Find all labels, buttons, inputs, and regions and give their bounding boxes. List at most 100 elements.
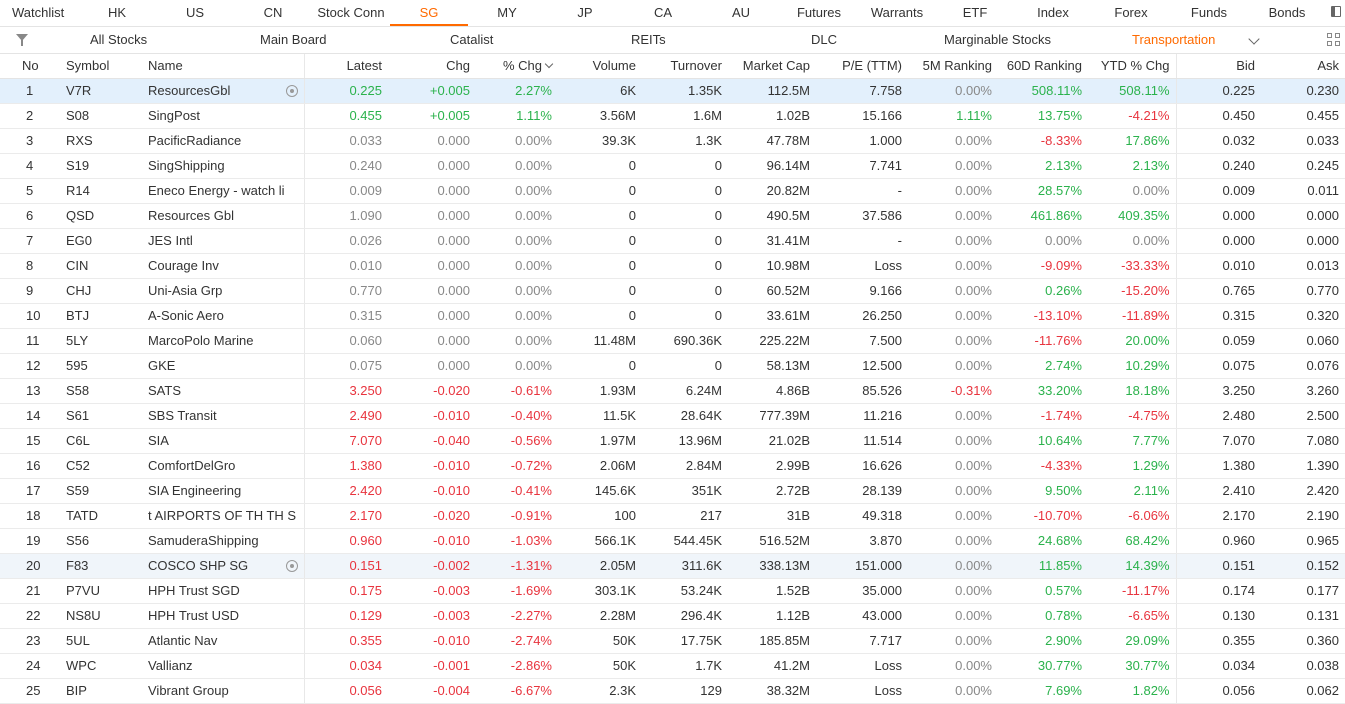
table-row[interactable]: 22 NS8U HPH Trust USD 0.129 -0.003 -2.27% 2.28… (0, 603, 1345, 629)
tab-index[interactable]: Index (1037, 5, 1069, 20)
table-row[interactable]: 19 S56 SamuderaShipping 0.960 -0.010 -1.03% 56… (0, 528, 1345, 554)
table-row[interactable]: 2 S08 SingPost 0.455 +0.005 1.11% 3.56M 1.6M 1.0… (0, 103, 1345, 129)
tab-cn[interactable]: CN (263, 5, 283, 20)
tab-etf[interactable]: ETF (962, 5, 988, 20)
side-panel-icon[interactable] (1331, 6, 1341, 17)
cell-volume: 50K (558, 628, 642, 654)
column-header-symbol[interactable]: Symbol (60, 54, 142, 79)
tab-au[interactable]: AU (731, 5, 751, 20)
table-row[interactable]: 24 WPC Vallianz 0.034 -0.001 -2.86% 50K 1.7K 41.… (0, 653, 1345, 679)
tab-forex[interactable]: Forex (1114, 5, 1148, 20)
table-row[interactable]: 9 CHJ Uni-Asia Grp 0.770 0.000 0.00% 0 0 60.52M 9… (0, 278, 1345, 304)
column-header-bid[interactable]: Bid (1176, 54, 1261, 79)
cell-ytd-change: 508.11% (1088, 78, 1177, 104)
column-header-turnover[interactable]: Turnover (642, 54, 728, 79)
table-row[interactable]: 1 V7R ResourcesGbl 0.225 +0.005 2.27% 6K 1.35K 1… (0, 78, 1345, 104)
table-row[interactable]: 17 S59 SIA Engineering 2.420 -0.010 -0.41% 145… (0, 478, 1345, 504)
filter-catalist[interactable]: Catalist (450, 32, 494, 47)
filter-all-stocks[interactable]: All Stocks (90, 32, 148, 47)
cell-percent-change: -0.56% (476, 428, 558, 454)
table-row[interactable]: 15 C6L SIA 7.070 -0.040 -0.56% 1.97M 13.96M 21.0… (0, 428, 1345, 454)
cell-5m-ranking: 0.00% (908, 353, 998, 379)
column-header-no[interactable]: No (0, 54, 60, 79)
table-row[interactable]: 3 RXS PacificRadiance 0.033 0.000 0.00% 39.3K 1… (0, 128, 1345, 154)
tab-stock-conn[interactable]: Stock Conn (317, 5, 385, 20)
stock-name: Courage Inv (148, 258, 219, 273)
cell-change: -0.001 (388, 653, 476, 679)
filter-marginable-stocks[interactable]: Marginable Stocks (944, 32, 1051, 47)
column-header-60d-ranking[interactable]: 60D Ranking (998, 54, 1088, 79)
tab-us[interactable]: US (185, 5, 205, 20)
cell-turnover: 690.36K (642, 328, 728, 354)
filter-main-board[interactable]: Main Board (260, 32, 327, 47)
grid-layout-icon[interactable] (1327, 33, 1341, 47)
filter-dlc[interactable]: DLC (811, 32, 838, 47)
column-header--chg[interactable]: % Chg (476, 54, 558, 79)
column-header-p-e-ttm-[interactable]: P/E (TTM) (816, 54, 908, 79)
table-row[interactable]: 14 S61 SBS Transit 2.490 -0.010 -0.40% 11.5K 28… (0, 403, 1345, 429)
quote-table: No Symbol Name Latest Chg % Chg Volume Turnover… (0, 54, 1345, 704)
table-row[interactable]: 7 EG0 JES Intl 0.026 0.000 0.00% 0 0 31.41M -0.00… (0, 228, 1345, 254)
table-row[interactable]: 21 P7VU HPH Trust SGD 0.175 -0.003 -1.69% 303.… (0, 578, 1345, 604)
table-row[interactable]: 25 BIP Vibrant Group 0.056 -0.004 -6.67% 2.3K 1… (0, 678, 1345, 704)
cell-5m-ranking: 0.00% (908, 528, 998, 554)
tab-warrants[interactable]: Warrants (870, 5, 924, 20)
column-header-market-cap[interactable]: Market Cap (728, 54, 816, 79)
table-row[interactable]: 8 CIN Courage Inv 0.010 0.000 0.00% 0 0 10.98M Lo… (0, 253, 1345, 279)
column-header-ytd-chg[interactable]: YTD % Chg (1088, 54, 1177, 79)
cell-turnover: 217 (642, 503, 728, 529)
stock-name: JES Intl (148, 233, 193, 248)
filter-transportation[interactable]: Transportation (1132, 32, 1216, 47)
table-row[interactable]: 4 S19 SingShipping 0.240 0.000 0.00% 0 0 96.14M 7… (0, 153, 1345, 179)
tab-jp[interactable]: JP (577, 5, 593, 20)
table-row[interactable]: 18 TATD t AIRPORTS OF TH TH S 2.170 -0.020 -0… (0, 503, 1345, 529)
tab-futures[interactable]: Futures (796, 5, 842, 20)
column-header-label: Bid (1236, 58, 1255, 74)
table-row[interactable]: 6 QSD Resources Gbl 1.090 0.000 0.00% 0 0 490.5M… (0, 203, 1345, 229)
tab-hk[interactable]: HK (107, 5, 127, 20)
cell-volume: 0 (558, 203, 642, 229)
cell-bid-price: 0.240 (1176, 153, 1261, 179)
cell-symbol: S58 (60, 378, 142, 404)
cell-market-cap: 96.14M (728, 153, 816, 179)
column-header-5m-ranking[interactable]: 5M Ranking (908, 54, 998, 79)
tab-funds[interactable]: Funds (1190, 5, 1228, 20)
table-row[interactable]: 23 5UL Atlantic Nav 0.355 -0.010 -2.74% 50K 17.… (0, 628, 1345, 654)
column-header-chg[interactable]: Chg (388, 54, 476, 79)
tab-ca[interactable]: CA (653, 5, 673, 20)
column-header-volume[interactable]: Volume (558, 54, 642, 79)
cell-60d-ranking: 33.20% (998, 378, 1088, 404)
column-header-latest[interactable]: Latest (304, 54, 388, 79)
cell-ytd-change: -15.20% (1088, 278, 1177, 304)
cell-row-number: 3 (0, 128, 60, 154)
tab-bonds[interactable]: Bonds (1268, 5, 1306, 20)
cell-row-number: 10 (0, 303, 60, 329)
table-row[interactable]: 5 R14 Eneco Energy - watch li 0.009 0.000 0.0… (0, 178, 1345, 204)
cell-ytd-change: -6.65% (1088, 603, 1177, 629)
target-icon[interactable] (285, 559, 298, 572)
table-row[interactable]: 13 S58 SATS 3.250 -0.020 -0.61% 1.93M 6.24M 4.86… (0, 378, 1345, 404)
cell-percent-change: -2.27% (476, 603, 558, 629)
cell-60d-ranking: 11.85% (998, 553, 1088, 579)
cell-turnover: 0 (642, 303, 728, 329)
cell-latest-price: 0.960 (304, 528, 388, 554)
table-row[interactable]: 10 BTJ A-Sonic Aero 0.315 0.000 0.00% 0 0 33.61M… (0, 303, 1345, 329)
filter-icon[interactable] (16, 34, 28, 46)
chevron-down-icon[interactable] (1248, 33, 1260, 45)
table-row[interactable]: 16 C52 ComfortDelGro 1.380 -0.010 -0.72% 2.06M… (0, 453, 1345, 479)
table-row[interactable]: 12 595 GKE 0.075 0.000 0.00% 0 0 58.13M 12.500 0.0… (0, 353, 1345, 379)
column-header-name[interactable]: Name (142, 54, 305, 79)
cell-change: -0.003 (388, 578, 476, 604)
target-icon[interactable] (285, 84, 298, 97)
table-row[interactable]: 11 5LY MarcoPolo Marine 0.060 0.000 0.00% 11.4… (0, 328, 1345, 354)
cell-name: SBS Transit (142, 403, 305, 429)
stock-name: SamuderaShipping (148, 533, 259, 548)
table-row[interactable]: 20 F83 COSCO SHP SG 0.151 -0.002 -1.31% 2.05M 3… (0, 553, 1345, 579)
sort-desc-icon[interactable] (544, 60, 554, 69)
tab-sg[interactable]: SG (390, 0, 468, 26)
tab-watchlist[interactable]: Watchlist (12, 5, 65, 20)
tab-my[interactable]: MY (497, 5, 517, 20)
filter-reits[interactable]: REITs (631, 32, 666, 47)
cell-symbol: F83 (60, 553, 142, 579)
column-header-ask[interactable]: Ask (1261, 54, 1345, 79)
